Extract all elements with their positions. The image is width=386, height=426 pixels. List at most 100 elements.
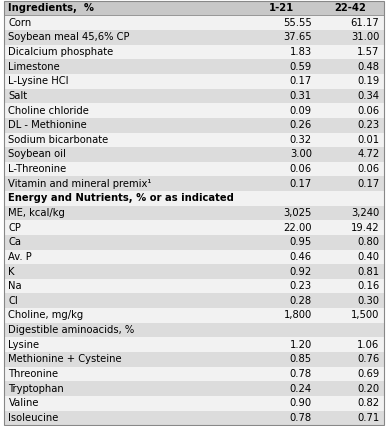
Text: 0.80: 0.80 [357,237,379,247]
Text: Na: Na [8,281,22,291]
Bar [4,250,384,264]
Text: Digestible aminoacids, %: Digestible aminoacids, % [8,325,135,335]
Bar [4,396,384,411]
Text: Cl: Cl [8,296,18,306]
Text: 0.90: 0.90 [290,398,312,408]
Text: CP: CP [8,223,21,233]
Bar [4,118,384,132]
Bar [4,1,384,15]
Text: 0.24: 0.24 [290,383,312,394]
Text: 3,240: 3,240 [351,208,379,218]
Text: 0.17: 0.17 [290,76,312,86]
Bar [4,45,384,59]
Text: Choline chloride: Choline chloride [8,106,90,115]
Text: 61.17: 61.17 [351,18,379,28]
Text: 0.59: 0.59 [290,62,312,72]
Text: Dicalcium phosphate: Dicalcium phosphate [8,47,114,57]
Text: Sodium bicarbonate: Sodium bicarbonate [8,135,109,145]
Bar [4,323,384,337]
Bar [4,220,384,235]
Bar [4,103,384,118]
Bar [4,191,384,206]
Text: 1.06: 1.06 [357,340,379,350]
Text: 1,800: 1,800 [284,311,312,320]
Text: Choline, mg/kg: Choline, mg/kg [8,311,84,320]
Text: 0.06: 0.06 [290,164,312,174]
Text: 0.92: 0.92 [290,267,312,276]
Bar [4,89,384,103]
Text: 0.31: 0.31 [290,91,312,101]
Bar [4,308,384,323]
Text: 0.06: 0.06 [357,164,379,174]
Text: 0.28: 0.28 [290,296,312,306]
Text: 0.20: 0.20 [357,383,379,394]
Text: L-Lysine HCl: L-Lysine HCl [8,76,69,86]
Text: 1,500: 1,500 [351,311,379,320]
Text: DL - Methionine: DL - Methionine [8,120,87,130]
Text: 0.78: 0.78 [290,369,312,379]
Text: 0.71: 0.71 [357,413,379,423]
Text: Isoleucine: Isoleucine [8,413,59,423]
Text: 0.95: 0.95 [290,237,312,247]
Text: Soybean meal 45,6% CP: Soybean meal 45,6% CP [8,32,130,43]
Bar [4,162,384,176]
Bar [4,337,384,352]
Text: 0.23: 0.23 [357,120,379,130]
Bar [4,74,384,89]
Text: 37.65: 37.65 [283,32,312,43]
Text: 0.82: 0.82 [357,398,379,408]
Text: 22-42: 22-42 [334,3,366,13]
Bar [4,279,384,294]
Text: 0.78: 0.78 [290,413,312,423]
Text: 0.76: 0.76 [357,354,379,364]
Bar [4,206,384,220]
Text: L-Threonine: L-Threonine [8,164,67,174]
Bar [4,30,384,45]
Text: 0.40: 0.40 [357,252,379,262]
Text: Corn: Corn [8,18,32,28]
Bar [4,176,384,191]
Text: 1.57: 1.57 [357,47,379,57]
Text: 0.81: 0.81 [357,267,379,276]
Text: 0.17: 0.17 [357,179,379,189]
Text: 0.46: 0.46 [290,252,312,262]
Bar [4,235,384,250]
Text: 0.30: 0.30 [357,296,379,306]
Bar [4,147,384,162]
Text: 0.69: 0.69 [357,369,379,379]
Text: 0.19: 0.19 [357,76,379,86]
Text: 1.20: 1.20 [290,340,312,350]
Text: 0.32: 0.32 [290,135,312,145]
Text: Methionine + Cysteine: Methionine + Cysteine [8,354,122,364]
Text: K: K [8,267,15,276]
Text: 22.00: 22.00 [283,223,312,233]
Text: 1.83: 1.83 [290,47,312,57]
Bar [4,411,384,425]
Bar [4,367,384,381]
Text: 0.85: 0.85 [290,354,312,364]
Text: 0.26: 0.26 [290,120,312,130]
Text: 0.06: 0.06 [357,106,379,115]
Text: 0.16: 0.16 [357,281,379,291]
Text: Valine: Valine [8,398,39,408]
Bar [4,264,384,279]
Text: 19.42: 19.42 [351,223,379,233]
Text: Salt: Salt [8,91,28,101]
Text: 4.72: 4.72 [357,150,379,159]
Bar [4,381,384,396]
Text: 3.00: 3.00 [290,150,312,159]
Text: 0.09: 0.09 [290,106,312,115]
Text: Energy and Nutrients, % or as indicated: Energy and Nutrients, % or as indicated [8,193,234,203]
Text: Threonine: Threonine [8,369,59,379]
Text: Vitamin and mineral premix¹: Vitamin and mineral premix¹ [8,179,152,189]
Text: Limestone: Limestone [8,62,60,72]
Text: Tryptophan: Tryptophan [8,383,64,394]
Text: 55.55: 55.55 [283,18,312,28]
Text: 0.17: 0.17 [290,179,312,189]
Text: Soybean oil: Soybean oil [8,150,66,159]
Bar [4,132,384,147]
Bar [4,15,384,30]
Text: 31.00: 31.00 [351,32,379,43]
Text: 1-21: 1-21 [269,3,294,13]
Text: Ingredients,  %: Ingredients, % [8,3,95,13]
